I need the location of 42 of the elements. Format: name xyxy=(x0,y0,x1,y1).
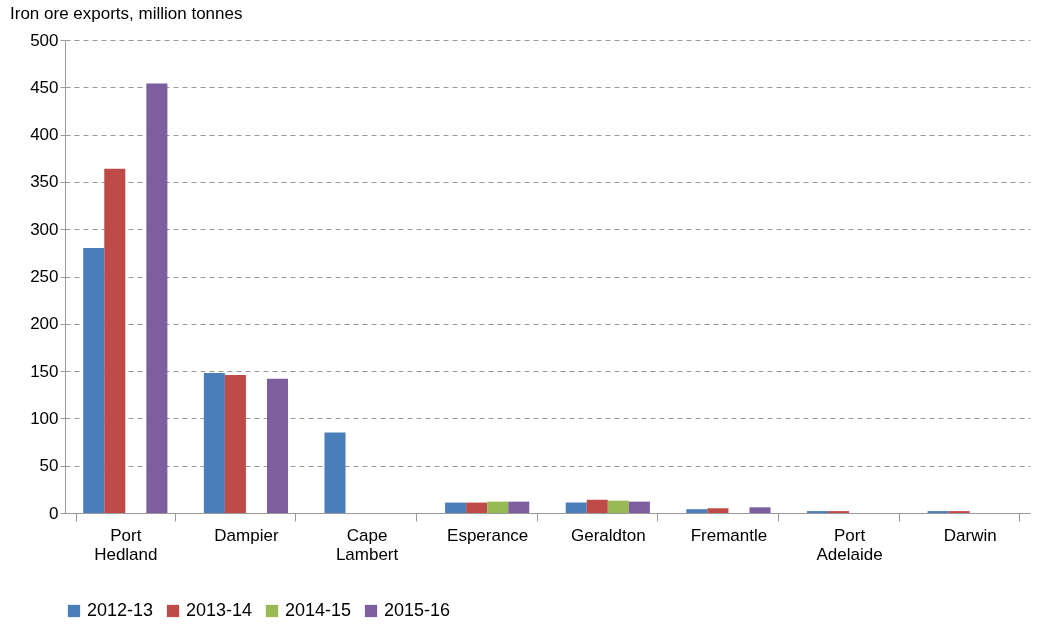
chart-title: Iron ore exports, million tonnes xyxy=(10,4,243,23)
bar xyxy=(466,502,488,513)
x-tick-label: Cape Lambert xyxy=(335,525,399,564)
bar xyxy=(83,248,105,513)
y-tick-label: 400 xyxy=(30,125,59,145)
y-tick-label: 450 xyxy=(30,77,59,97)
bar xyxy=(586,499,608,513)
legend-label: 2015-16 xyxy=(384,600,451,620)
y-tick-label: 50 xyxy=(39,456,59,476)
x-tick-label: Dampier xyxy=(214,525,279,545)
bar xyxy=(707,508,729,513)
x-tick-label: Esperance xyxy=(447,525,529,545)
x-tick-label: Fremantle xyxy=(690,525,768,545)
legend-label: 2014-15 xyxy=(285,600,352,620)
legend-label: 2012-13 xyxy=(87,600,154,620)
bar xyxy=(104,168,126,513)
y-tick-label: 100 xyxy=(30,408,59,428)
x-tick-label: Darwin xyxy=(943,525,997,545)
bar xyxy=(445,502,467,513)
bar xyxy=(565,502,587,513)
bar xyxy=(203,372,225,513)
bar xyxy=(224,374,246,513)
bar xyxy=(146,83,168,513)
y-tick-label: 200 xyxy=(30,314,59,334)
legend-label: 2013-14 xyxy=(186,600,253,620)
x-tick-label: Port Hedland xyxy=(94,525,158,564)
y-tick-label: 0 xyxy=(49,503,59,523)
bar xyxy=(628,501,650,513)
bar xyxy=(324,432,346,513)
bar xyxy=(508,501,530,513)
bar xyxy=(686,509,708,513)
y-tick-label: 300 xyxy=(30,219,59,239)
y-tick-label: 350 xyxy=(30,172,59,192)
y-tick-label: 500 xyxy=(30,30,59,50)
y-tick-label: 150 xyxy=(30,361,59,381)
bar xyxy=(487,501,509,513)
bar xyxy=(266,378,289,513)
y-tick-label: 250 xyxy=(30,267,59,286)
bar xyxy=(749,507,771,513)
x-tick-label: Geraldton xyxy=(570,525,646,545)
bar xyxy=(607,500,629,513)
x-tick-label: Port Adelaide xyxy=(816,525,883,564)
